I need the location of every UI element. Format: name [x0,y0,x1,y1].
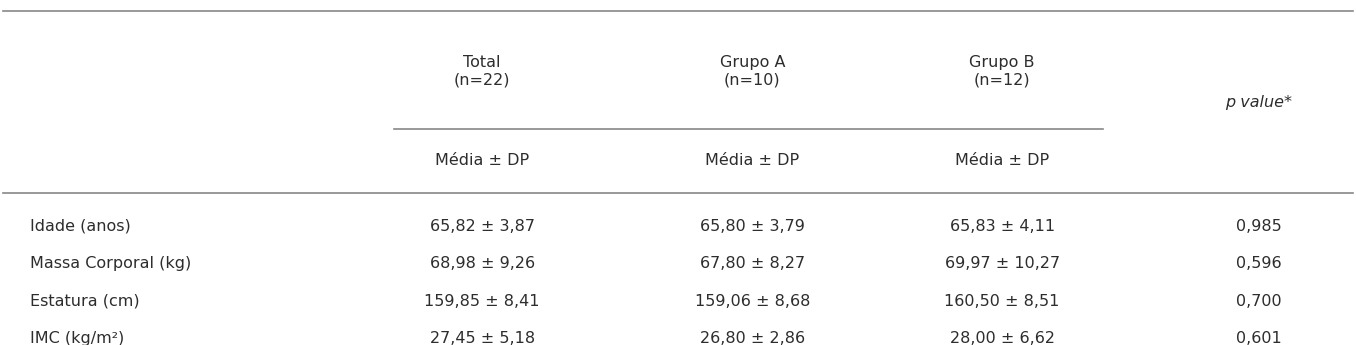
Text: 0,700: 0,700 [1235,294,1281,308]
Text: 69,97 ± 10,27: 69,97 ± 10,27 [945,256,1059,271]
Text: 159,06 ± 8,68: 159,06 ± 8,68 [694,294,810,308]
Text: 0,601: 0,601 [1235,331,1281,345]
Text: 26,80 ± 2,86: 26,80 ± 2,86 [700,331,805,345]
Text: 27,45 ± 5,18: 27,45 ± 5,18 [430,331,534,345]
Text: Massa Corporal (kg): Massa Corporal (kg) [30,256,191,271]
Text: Idade (anos): Idade (anos) [30,219,130,234]
Text: 68,98 ± 9,26: 68,98 ± 9,26 [430,256,534,271]
Text: Grupo A
(n=10): Grupo A (n=10) [720,56,785,88]
Text: 67,80 ± 8,27: 67,80 ± 8,27 [700,256,805,271]
Text: 160,50 ± 8,51: 160,50 ± 8,51 [944,294,1060,308]
Text: Total
(n=22): Total (n=22) [454,56,510,88]
Text: 65,82 ± 3,87: 65,82 ± 3,87 [430,219,534,234]
Text: Média ± DP: Média ± DP [955,153,1050,168]
Text: 65,83 ± 4,11: 65,83 ± 4,11 [949,219,1055,234]
Text: Estatura (cm): Estatura (cm) [30,294,140,308]
Text: Média ± DP: Média ± DP [705,153,799,168]
Text: 0,985: 0,985 [1235,219,1281,234]
Text: 65,80 ± 3,79: 65,80 ± 3,79 [700,219,804,234]
Text: IMC (kg/m²): IMC (kg/m²) [30,331,123,345]
Text: 0,596: 0,596 [1235,256,1281,271]
Text: p value*: p value* [1226,95,1292,110]
Text: Grupo B
(n=12): Grupo B (n=12) [970,56,1035,88]
Text: 159,85 ± 8,41: 159,85 ± 8,41 [424,294,540,308]
Text: 28,00 ± 6,62: 28,00 ± 6,62 [949,331,1055,345]
Text: Média ± DP: Média ± DP [435,153,529,168]
